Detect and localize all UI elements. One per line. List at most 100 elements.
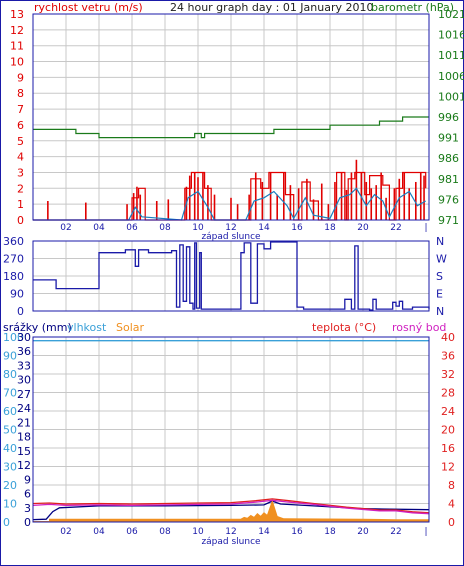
rain-y-tick: 12 — [17, 459, 31, 472]
rain-legend: srážky (mm) — [3, 321, 72, 334]
wind-y-tick: 11 — [10, 40, 24, 53]
rain-y-tick: 3 — [24, 502, 31, 515]
wind-x-tick: 20 — [357, 223, 369, 233]
solar-legend: Solar — [116, 321, 145, 334]
wind-x-tick-end: | — [424, 223, 427, 233]
direction-y-tick: 90 — [10, 288, 24, 301]
temp-x-tick: 12 — [225, 527, 236, 537]
humidity-y-tick: 50 — [3, 424, 17, 437]
temp-x-tick: 22 — [390, 527, 401, 537]
wind-y-tick: 5 — [17, 135, 24, 148]
temperature-y-tick: 0 — [448, 516, 455, 529]
temperature-y-tick: 28 — [441, 387, 455, 400]
compass-tick: S — [436, 270, 443, 283]
temperature-y-tick: 4 — [448, 498, 455, 511]
direction-panel-border — [32, 240, 430, 312]
dewpoint-series — [32, 499, 430, 515]
wind-y-tick: 1 — [17, 198, 24, 211]
temperature-y-tick: 12 — [441, 461, 455, 474]
humidity-y-tick: 100 — [3, 331, 24, 344]
rain-y-tick: 30 — [17, 331, 31, 344]
wind-y-tick: 12 — [10, 24, 24, 37]
wind-x-tick: 02 — [60, 223, 71, 233]
rain-y-tick: 18 — [17, 431, 31, 444]
pressure-y-tick: 986 — [438, 152, 459, 165]
temp-x-tick: 04 — [93, 527, 105, 537]
compass-tick: N — [436, 235, 444, 248]
compass-tick: E — [436, 288, 443, 301]
direction-y-tick: 270 — [3, 253, 24, 266]
chart-title: 24 hour graph day : 01 January 2010 — [170, 1, 374, 14]
humidity-y-tick: 40 — [3, 442, 17, 455]
pressure-y-tick: 1016 — [438, 29, 464, 42]
pressure-axis-title: barometr (hPa) — [371, 1, 454, 14]
temperature-y-tick: 36 — [441, 350, 455, 363]
humidity-y-tick: 10 — [3, 498, 17, 511]
temperature-y-tick: 40 — [441, 331, 455, 344]
temperature-y-tick: 8 — [448, 479, 455, 492]
wind-y-tick: 8 — [17, 87, 24, 100]
humidity-y-tick: 60 — [3, 405, 17, 418]
pressure-y-tick: 991 — [438, 132, 459, 145]
wind-x-tick: 22 — [390, 223, 401, 233]
wind-x-label: západ slunce — [201, 232, 261, 242]
pressure-y-tick: 1001 — [438, 90, 464, 103]
wind-x-tick: 18 — [324, 223, 336, 233]
pressure-y-tick: 1011 — [438, 49, 464, 62]
wind-x-tick: 16 — [291, 223, 303, 233]
temperature-legend: teplota (°C) — [312, 321, 376, 334]
wind-x-tick: 06 — [126, 223, 138, 233]
wind-y-tick: 13 — [10, 8, 24, 21]
rain-y-tick: 24 — [17, 402, 31, 415]
pressure-y-tick: 1021 — [438, 8, 464, 21]
direction-y-tick: 360 — [3, 235, 24, 248]
temperature-y-tick: 16 — [441, 442, 455, 455]
temp-x-tick-end: | — [424, 527, 427, 537]
temperature-y-tick: 24 — [441, 405, 455, 418]
wind-axis-title: rychlost vetru (m/s) — [34, 1, 143, 14]
humidity-y-tick: 0 — [3, 516, 10, 529]
wind-x-tick: 14 — [258, 223, 270, 233]
solar-series — [32, 499, 430, 523]
wind-y-tick: 7 — [17, 103, 24, 116]
temp-x-tick: 18 — [324, 527, 336, 537]
temp-x-label: západ slunce — [201, 537, 261, 547]
rain-y-tick: 15 — [17, 445, 31, 458]
wind-y-tick: 0 — [17, 214, 24, 227]
compass-tick: W — [436, 253, 447, 266]
wind-y-tick: 4 — [17, 151, 24, 164]
direction-series — [33, 241, 430, 311]
pressure-y-tick: 971 — [438, 214, 459, 227]
temp-x-tick: 10 — [192, 527, 204, 537]
rain-y-tick: 0 — [24, 516, 31, 529]
rain-y-tick: 21 — [17, 416, 31, 429]
pressure-y-tick: 996 — [438, 111, 459, 124]
temp-x-tick: 16 — [291, 527, 303, 537]
humidity-y-tick: 80 — [3, 368, 17, 381]
rain-y-tick: 33 — [17, 359, 31, 372]
temperature-series — [32, 498, 430, 514]
wind-series-2 — [33, 187, 426, 221]
wind-y-tick: 9 — [17, 71, 24, 84]
rain-y-tick: 30 — [17, 374, 31, 387]
rain-series — [32, 500, 430, 521]
humidity-y-tick: 70 — [3, 387, 17, 400]
rain-y-tick: 27 — [17, 388, 31, 401]
temperature-y-tick: 32 — [441, 368, 455, 381]
wind-y-tick: 6 — [17, 119, 24, 132]
wind-x-tick: 04 — [93, 223, 105, 233]
wind-y-tick: 3 — [17, 166, 24, 179]
wind-y-tick: 2 — [17, 182, 24, 195]
temp-x-tick: 20 — [357, 527, 369, 537]
rain-y-tick: 6 — [24, 488, 31, 501]
pressure-y-tick: 981 — [438, 173, 459, 186]
pressure-series — [33, 116, 429, 139]
temp-x-tick: 14 — [258, 527, 270, 537]
temperature-y-tick: 20 — [441, 424, 455, 437]
temp-panel-border — [32, 336, 430, 523]
compass-tick: N — [436, 305, 444, 318]
rain-y-tick: 36 — [17, 345, 31, 358]
pressure-y-tick: 1006 — [438, 70, 464, 83]
temp-x-tick: 06 — [126, 527, 138, 537]
